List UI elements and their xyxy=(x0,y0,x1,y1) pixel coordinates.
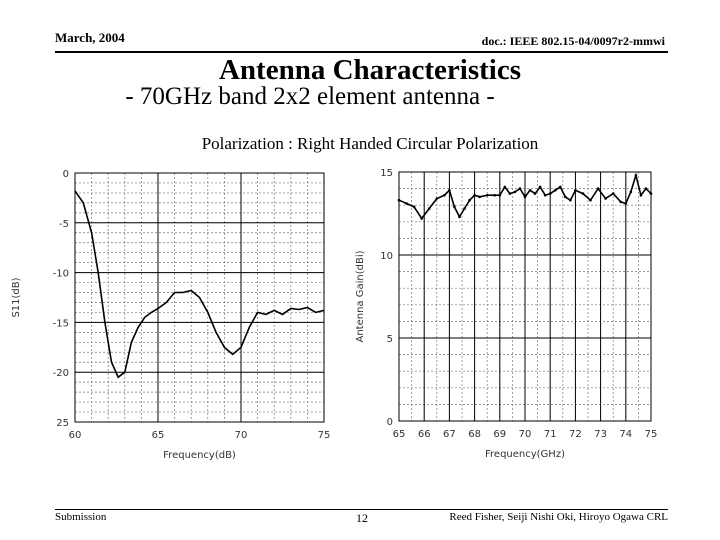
y-axis-label: Antenna Gain(dBi) xyxy=(355,250,366,342)
footer-submission: Submission xyxy=(55,511,107,523)
data-point xyxy=(485,193,489,197)
footer-authors: Reed Fisher, Seiji Nishi Oki, Hiroyo Oga… xyxy=(449,511,668,523)
title-line-2: - 70GHz band 2x2 element antenna - xyxy=(125,83,495,110)
data-point xyxy=(508,192,512,195)
data-point xyxy=(420,217,423,220)
data-point xyxy=(644,187,648,190)
polarization-label: Polarization : Right Handed Circular Pol… xyxy=(201,134,539,153)
data-point xyxy=(528,188,532,192)
data-point xyxy=(468,198,471,202)
data-point xyxy=(435,197,439,200)
data-point xyxy=(427,207,431,210)
footer-rule xyxy=(55,509,668,510)
data-point xyxy=(503,185,507,189)
data-point xyxy=(397,198,401,202)
data-point xyxy=(523,195,527,199)
data-point xyxy=(548,192,552,195)
data-point xyxy=(558,185,562,189)
header-doc-id: doc.: IEEE 802.15-04/0097r2-mmwi xyxy=(481,34,665,48)
y-tick-label: 0 xyxy=(387,417,393,428)
x-tick-label: 68 xyxy=(468,429,481,440)
series-line xyxy=(398,172,652,220)
data-point xyxy=(412,205,416,209)
data-point xyxy=(478,195,481,199)
y-tick-label: 10 xyxy=(380,251,393,262)
y-tick-label: -15 xyxy=(53,318,69,329)
x-tick-label: 71 xyxy=(544,429,557,440)
header-date: March, 2004 xyxy=(55,30,125,45)
data-point xyxy=(649,192,653,195)
x-tick-label: 60 xyxy=(69,430,82,441)
data-point xyxy=(463,207,466,210)
data-point xyxy=(569,198,572,202)
x-tick-label: 72 xyxy=(569,429,582,440)
data-point xyxy=(493,193,497,197)
data-point xyxy=(538,185,542,189)
data-point xyxy=(596,187,600,190)
data-point xyxy=(405,202,408,205)
data-point xyxy=(611,192,615,195)
data-point xyxy=(581,192,585,195)
data-point xyxy=(574,188,577,192)
series-line xyxy=(74,190,325,379)
data-point xyxy=(629,190,633,194)
data-point xyxy=(458,215,461,219)
data-point xyxy=(564,195,567,199)
x-tick-label: 73 xyxy=(594,429,607,440)
y-tick-label: -5 xyxy=(59,219,69,230)
x-axis-label: Frequency(dB) xyxy=(163,450,236,461)
gain-chart: 65 66 67 68 69 70 71 72 73 74 75 15 10 5 0 Frequency(GH… xyxy=(355,168,657,460)
data-point xyxy=(639,193,643,197)
slide-title: Antenna Characteristics - 70GHz band 2x2… xyxy=(0,54,720,111)
y-tick-label: -10 xyxy=(53,269,69,280)
data-point xyxy=(453,205,456,209)
title-line-1: Antenna Characteristics xyxy=(218,54,522,86)
y-axis-label: S11(dB) xyxy=(11,277,22,317)
x-tick-label: 75 xyxy=(645,429,658,440)
x-tick-label: 75 xyxy=(318,430,331,441)
x-tick-label: 66 xyxy=(418,429,431,440)
y-tick-label: 25 xyxy=(56,418,69,429)
data-point xyxy=(589,198,592,202)
x-tick-label: 67 xyxy=(443,429,456,440)
x-tick-label: 65 xyxy=(393,429,406,440)
data-point xyxy=(498,193,502,197)
x-tick-label: 65 xyxy=(152,430,165,441)
x-axis-label: Frequency(GHz) xyxy=(485,449,565,460)
header-rule xyxy=(55,51,668,53)
data-point xyxy=(533,192,537,195)
data-point xyxy=(543,193,547,197)
data-point xyxy=(448,188,451,192)
y-tick-label: 15 xyxy=(380,168,393,179)
x-tick-label: 74 xyxy=(619,429,632,440)
plot-frame xyxy=(74,172,325,423)
x-tick-label: 69 xyxy=(493,429,506,440)
data-point xyxy=(443,193,446,197)
data-point xyxy=(604,197,607,200)
data-point xyxy=(513,190,517,194)
y-tick-label: -20 xyxy=(53,368,69,379)
x-tick-label: 70 xyxy=(235,430,248,441)
plot-frame xyxy=(398,171,652,422)
data-point xyxy=(634,174,638,177)
s11-chart: 60 65 70 75 0 -5 -10 -15 -20 25 Frequency(dB) S11(d… xyxy=(11,169,330,461)
x-tick-label: 70 xyxy=(519,429,532,440)
data-point xyxy=(624,202,628,205)
y-tick-label: 5 xyxy=(387,334,393,345)
footer-page-number: 12 xyxy=(356,511,368,525)
y-tick-label: 0 xyxy=(63,169,69,180)
data-point xyxy=(553,188,557,192)
data-point xyxy=(619,200,623,204)
data-point xyxy=(473,193,476,197)
data-point xyxy=(518,187,522,190)
